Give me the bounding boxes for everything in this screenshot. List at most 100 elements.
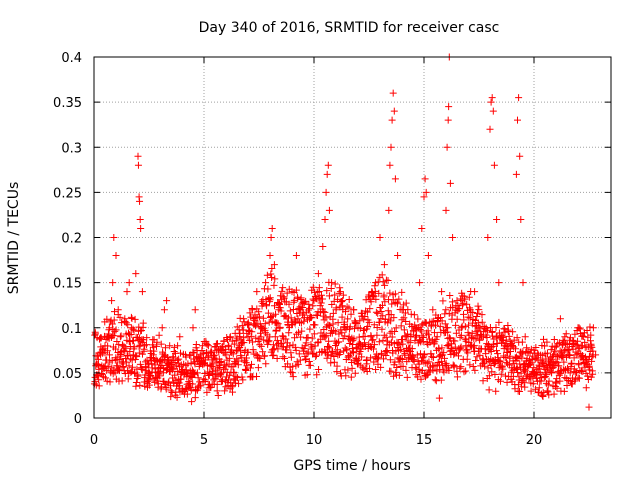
data-point (344, 366, 352, 374)
data-point (117, 332, 125, 340)
data-point (342, 308, 350, 316)
data-point (127, 313, 135, 321)
data-point (423, 339, 431, 347)
data-point (293, 310, 301, 318)
data-point (367, 298, 375, 306)
data-point (513, 353, 521, 361)
data-point (532, 343, 540, 351)
data-point (381, 298, 389, 306)
y-tick-label: 0.15 (53, 277, 82, 292)
data-point (574, 337, 582, 345)
data-point (552, 379, 560, 387)
data-point (579, 332, 587, 340)
data-point (235, 380, 243, 388)
data-point (263, 302, 271, 310)
data-point (136, 360, 144, 368)
data-point (452, 321, 460, 329)
data-point (535, 384, 543, 392)
data-point (126, 347, 134, 355)
data-point (479, 377, 487, 385)
data-point (575, 374, 583, 382)
data-point (466, 304, 474, 312)
data-point (438, 288, 446, 296)
data-point (369, 292, 377, 300)
data-point (344, 315, 352, 323)
data-point (129, 325, 137, 333)
data-point (221, 349, 229, 357)
data-point (226, 334, 234, 342)
data-point (414, 315, 422, 323)
data-point (390, 372, 398, 380)
data-point (256, 329, 264, 337)
data-point (417, 327, 425, 335)
data-point (276, 323, 284, 331)
data-point (306, 312, 314, 320)
data-point (472, 357, 480, 365)
data-point (139, 339, 147, 347)
data-point (272, 310, 280, 318)
data-point (585, 362, 593, 370)
data-point (529, 380, 537, 388)
data-point (442, 206, 450, 214)
data-point (589, 351, 597, 359)
data-point (143, 334, 151, 342)
data-point (429, 306, 437, 314)
data-point (217, 358, 225, 366)
data-point (514, 369, 522, 377)
data-point (161, 344, 169, 352)
data-point (257, 342, 265, 350)
data-point (553, 359, 561, 367)
data-point (105, 351, 113, 359)
data-point (469, 309, 477, 317)
data-point (490, 161, 498, 169)
data-point (387, 317, 395, 325)
data-point (581, 338, 589, 346)
data-point (416, 337, 424, 345)
data-point (346, 323, 354, 331)
data-point (476, 351, 484, 359)
data-point (183, 390, 191, 398)
data-point (538, 392, 546, 400)
data-point (450, 362, 458, 370)
data-point (378, 325, 386, 333)
data-point (278, 287, 286, 295)
data-point (429, 353, 437, 361)
data-point (177, 375, 185, 383)
data-point (521, 383, 529, 391)
data-point (571, 377, 579, 385)
data-point (153, 338, 161, 346)
data-point (424, 331, 432, 339)
data-point (369, 336, 377, 344)
data-point (244, 348, 252, 356)
data-point (520, 379, 528, 387)
data-point (122, 319, 130, 327)
data-point (471, 366, 479, 374)
data-point (484, 234, 492, 241)
data-point (372, 295, 380, 303)
data-point (372, 365, 380, 373)
data-point (174, 342, 182, 350)
data-point (472, 328, 480, 336)
data-point (232, 372, 240, 380)
data-point (425, 335, 433, 343)
data-point (364, 323, 372, 331)
data-point (256, 341, 264, 349)
data-point (547, 346, 555, 354)
data-point (438, 344, 446, 352)
data-point (171, 371, 179, 379)
data-point (453, 315, 461, 323)
data-point (457, 363, 465, 371)
data-point (246, 309, 254, 317)
data-point (127, 331, 135, 339)
data-point (584, 356, 592, 364)
data-point (221, 387, 229, 395)
data-point (427, 350, 435, 358)
data-point (387, 367, 395, 375)
data-point (384, 307, 392, 315)
data-point (163, 297, 171, 305)
data-point (103, 377, 111, 385)
data-point (141, 371, 149, 379)
data-point (287, 368, 295, 376)
data-point (216, 363, 224, 371)
data-point (494, 350, 502, 358)
